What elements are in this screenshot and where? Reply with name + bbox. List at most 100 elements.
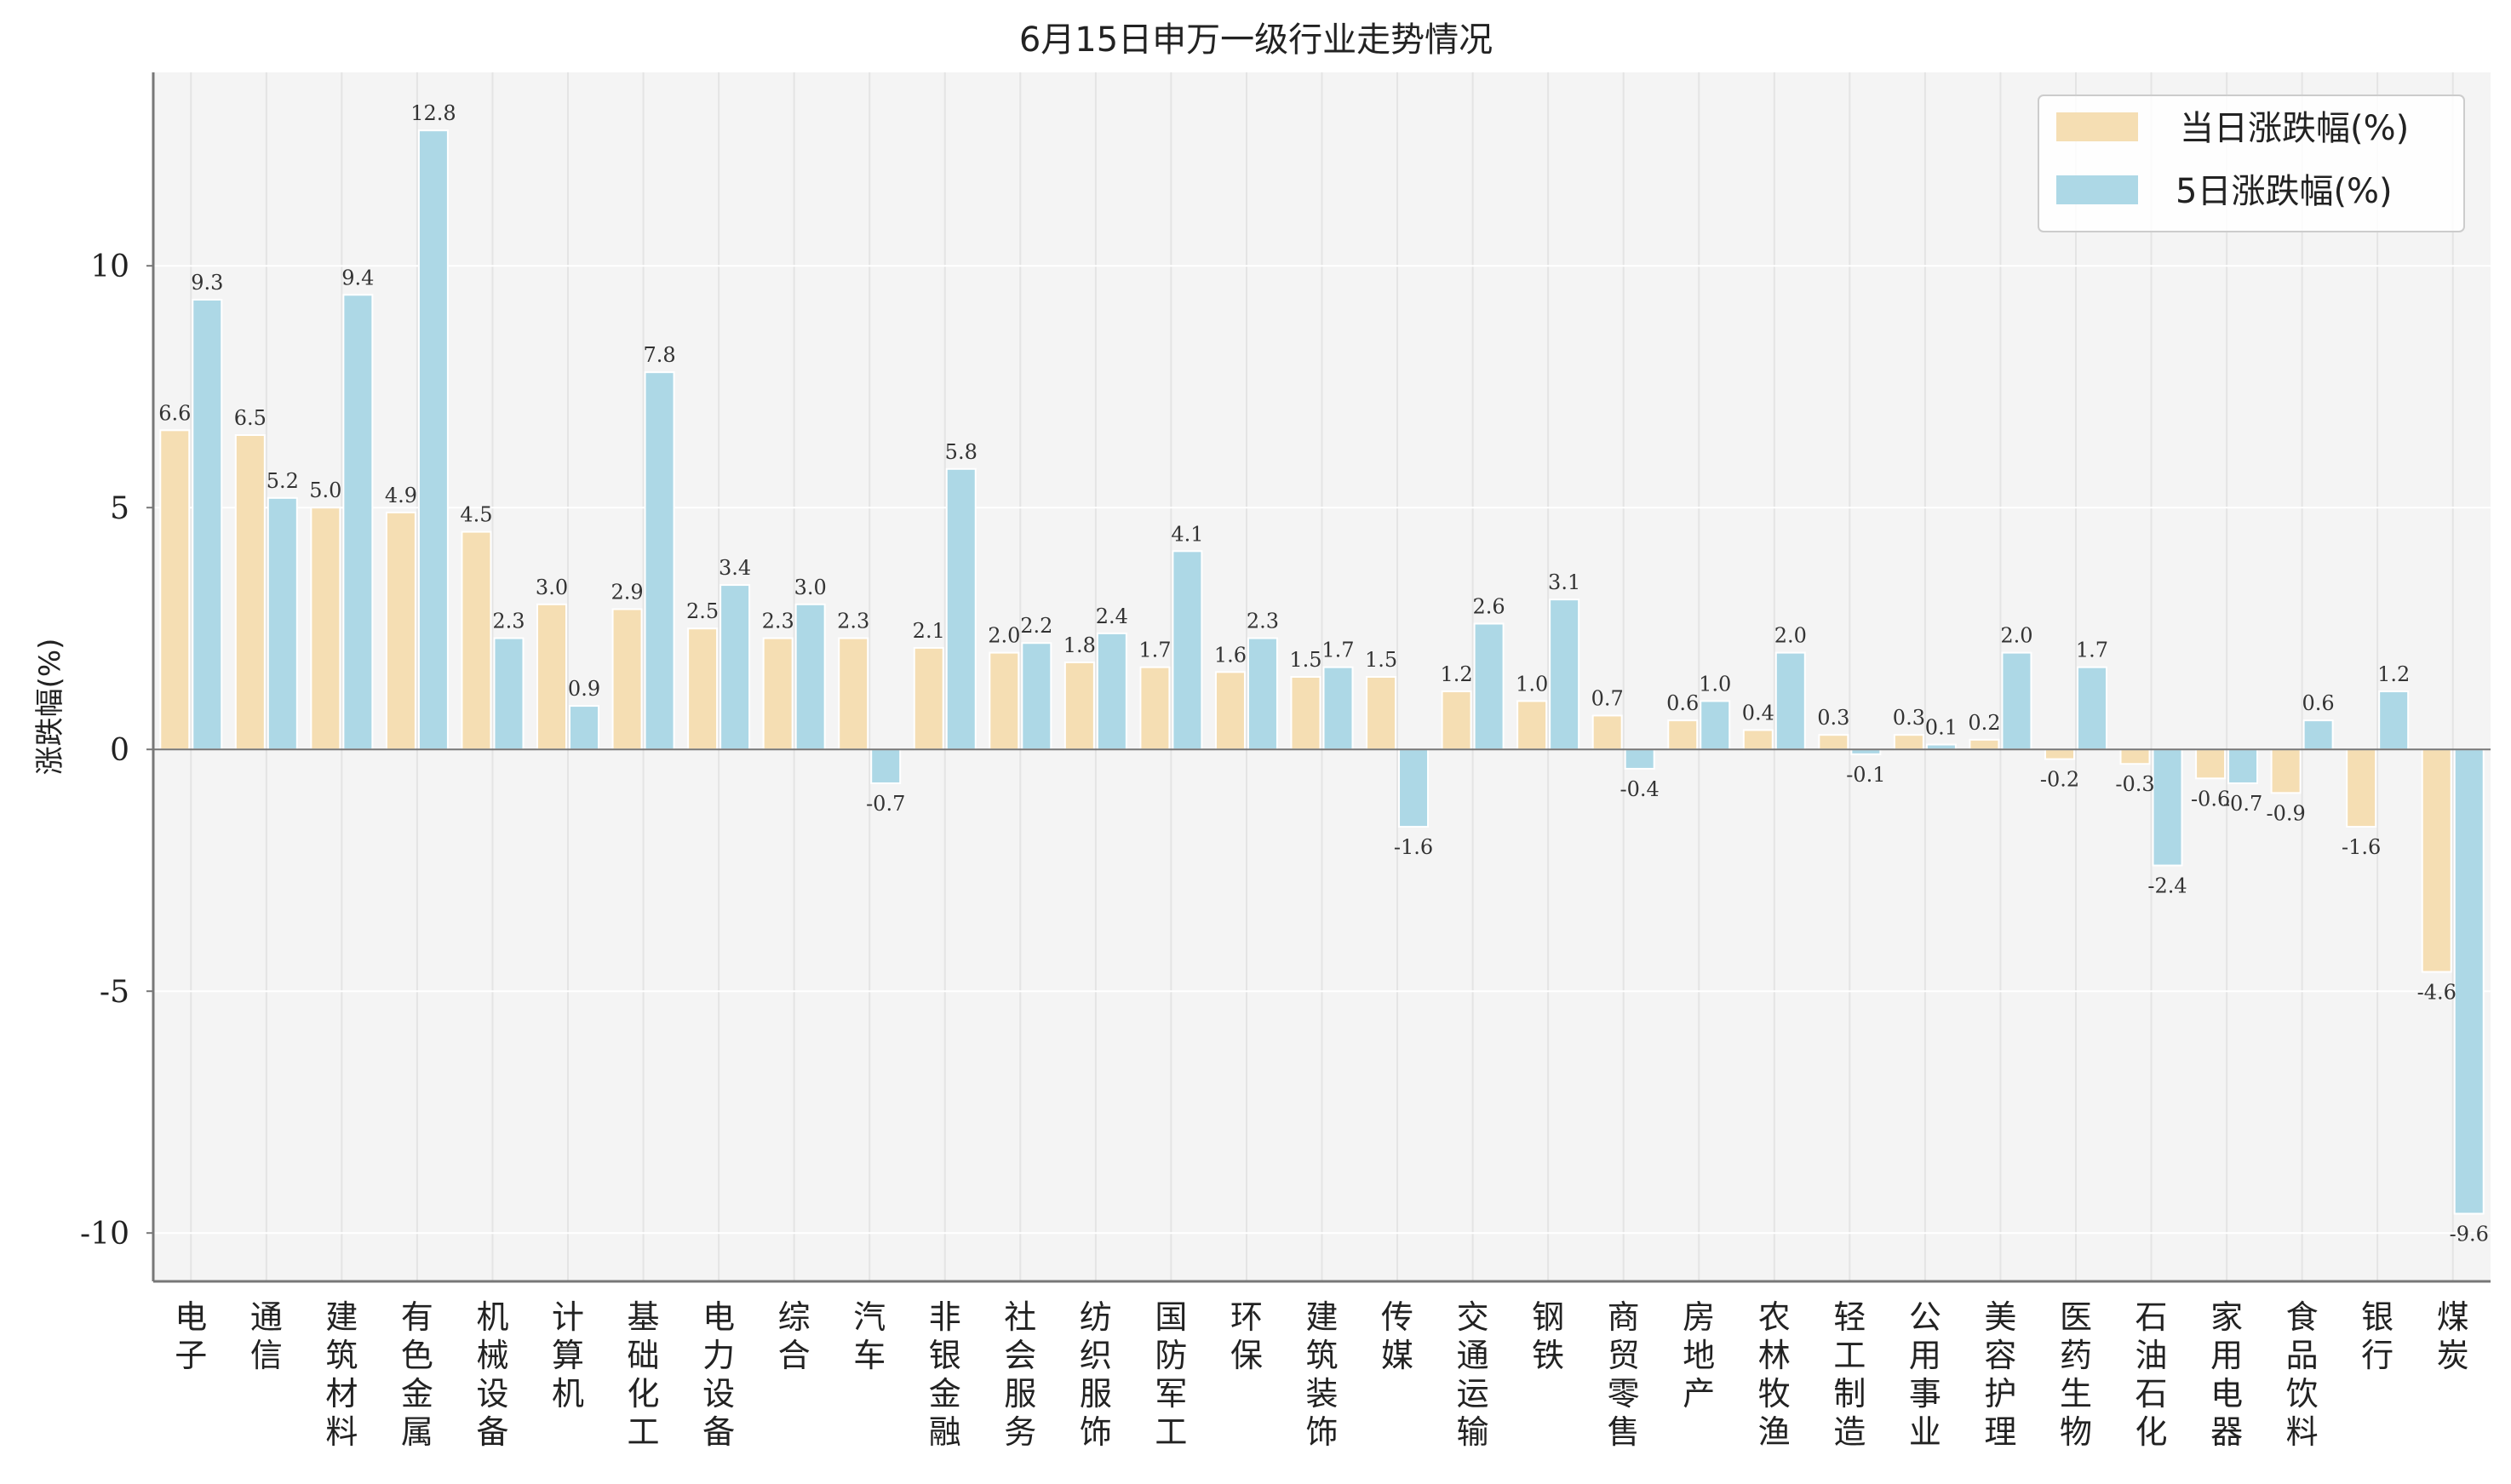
x-tick-label: 钢铁 [1532,1298,1564,1374]
bar-daily [1290,676,1321,751]
data-label-daily: 1.6 [1214,643,1247,667]
data-label-daily: -0.2 [2040,768,2079,792]
data-label-five-day: 1.0 [1699,672,1731,696]
bar-five-day [2152,748,2183,867]
bar-five-day [794,603,826,751]
data-label-five-day: -1.6 [1394,835,1433,859]
y-tick-label: 0 [110,733,129,768]
y-tick-label: 5 [110,491,129,526]
data-label-daily: 0.6 [1666,691,1699,715]
bar-daily [1516,700,1548,751]
bar-daily [2346,748,2377,828]
bar-daily [1139,666,1171,751]
bar-daily [1969,738,2000,751]
bar-five-day [1700,700,1731,751]
bar-five-day [1473,622,1505,751]
bar-daily [461,530,492,751]
bar-daily [611,608,643,751]
data-label-daily: 3.0 [536,576,568,599]
x-tick-label: 基础化工 [628,1298,660,1451]
data-label-five-day: 5.8 [945,440,977,464]
legend-box [2038,95,2465,232]
bar-five-day [2453,748,2485,1215]
bar-five-day [870,748,902,784]
bar-five-day [192,298,223,751]
bar-daily [234,434,266,751]
grid-lines [153,72,2491,1281]
bar-daily [2195,748,2227,780]
bar-daily [1667,719,1699,751]
data-label-five-day: 1.7 [2076,639,2108,662]
data-label-five-day: -0.7 [2223,792,2262,816]
bar-five-day [493,637,525,751]
legend-label-daily: 当日涨跌幅(%) [2180,109,2409,148]
data-label-five-day: -0.7 [866,792,905,816]
data-label-daily: 2.3 [762,610,794,633]
data-labels: 6.6 6.5 5.0 4.9 4.5 3.0 2.9 2.5 2.3 2.3 2.1 2.0 1.8 1… [158,101,2489,1246]
bar-five-day [1774,651,1806,751]
data-label-daily: 2.9 [611,580,643,604]
data-label-five-day: 3.4 [719,556,751,580]
x-tick-label: 纺织服饰 [1080,1298,1112,1451]
data-label-daily: 6.5 [234,406,267,430]
bar-five-day [1021,642,1052,751]
x-tick-label: 建筑材料 [325,1298,358,1451]
x-tick-label: 石油石化 [2135,1298,2168,1451]
data-label-five-day: -9.6 [2450,1222,2489,1246]
bar-daily [1063,661,1095,751]
bar-daily [310,507,341,751]
data-label-five-day: 2.3 [1247,610,1279,633]
data-label-daily: -0.6 [2191,787,2230,811]
x-tick-label: 传媒 [1381,1298,1413,1374]
data-label-five-day: 2.3 [492,610,525,633]
data-label-five-day: 0.6 [2302,691,2335,715]
x-tick-label: 环保 [1230,1298,1263,1374]
bar-five-day [1096,632,1127,751]
data-label-daily: 0.7 [1591,686,1624,710]
data-label-daily: -4.6 [2417,980,2457,1004]
bar-five-day [1172,550,1203,751]
data-label-five-day: 3.1 [1548,570,1580,594]
data-label-daily: 2.3 [837,610,869,633]
data-label-daily: -1.6 [2342,835,2381,859]
y-axis-label: 涨跌幅(%) [33,639,67,776]
bar-five-day [1247,637,1278,751]
bar-daily [1366,676,1397,751]
bar-daily [1591,714,1623,751]
data-label-daily: 1.2 [1441,662,1473,686]
bar-five-day [417,129,449,751]
data-label-daily: 2.5 [686,599,719,623]
legend-label-five-day: 5日涨跌幅(%) [2176,172,2393,211]
legend: 当日涨跌幅(%) 5日涨跌幅(%) [2038,95,2465,232]
bar-five-day [1322,666,1354,751]
bar-five-day [1549,599,1580,751]
legend-swatch-five-day [2056,175,2138,204]
data-label-five-day: 2.4 [1096,604,1128,628]
bar-daily [762,637,794,751]
y-tick-label: -5 [100,975,129,1010]
bar-daily [913,646,944,751]
x-tick-label: 国防军工 [1155,1298,1187,1451]
data-label-five-day: 12.8 [410,101,456,125]
bar-daily [2421,748,2452,973]
bar-five-day [342,294,374,751]
bar-daily [2044,748,2075,760]
bar-five-day [2378,690,2410,751]
x-tick-label: 综合 [778,1298,811,1374]
bar-five-day [2227,748,2259,784]
data-label-five-day: 1.7 [1321,639,1354,662]
bar-five-day [1398,748,1430,828]
x-tick-label: 计算机 [552,1298,584,1412]
data-label-five-day: 1.2 [2377,662,2410,686]
x-tick-label: 房地产 [1683,1298,1715,1412]
data-label-five-day: 2.0 [2000,624,2032,648]
data-label-daily: 1.7 [1138,639,1171,662]
data-label-five-day: 4.1 [1171,522,1203,546]
data-label-daily: 0.3 [1893,706,1925,730]
bar-five-day [945,467,977,751]
x-tick-label: 商贸零售 [1608,1298,1640,1451]
data-label-daily: 0.3 [1817,706,1849,730]
bar-daily [989,651,1020,751]
